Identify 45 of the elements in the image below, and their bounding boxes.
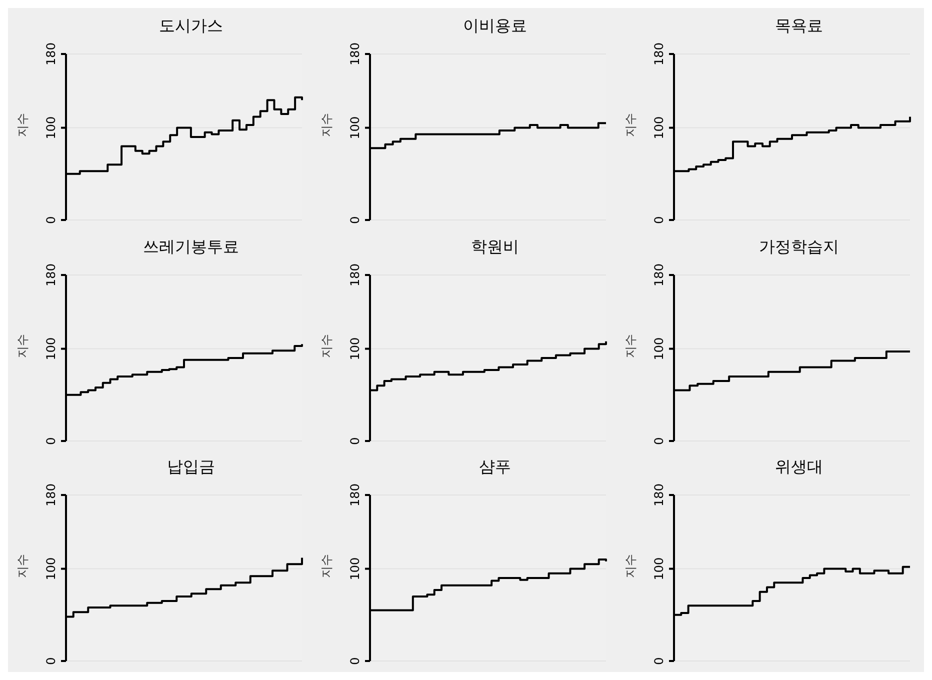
y-axis-title: 지수 — [623, 113, 638, 137]
y-axis-title: 지수 — [15, 554, 30, 578]
y-axis-title: 지수 — [623, 554, 638, 578]
y-axis-title: 지수 — [15, 334, 30, 358]
y-tick-label: 180 — [652, 263, 666, 286]
y-axis-title: 지수 — [15, 113, 30, 137]
y-tick-label: 180 — [348, 263, 362, 286]
y-tick-label: 0 — [44, 436, 58, 444]
y-tick-label: 100 — [652, 116, 666, 140]
chart-title: 도시가스 — [158, 16, 224, 37]
chart-title: 이비용료 — [462, 16, 528, 37]
chart-title: 목욕료 — [774, 16, 824, 37]
y-tick-label: 100 — [44, 558, 58, 581]
y-tick-label: 100 — [348, 116, 362, 140]
y-tick-label: 0 — [652, 436, 666, 444]
chart-title: 학원비 — [470, 236, 520, 258]
y-tick-label: 0 — [44, 216, 58, 224]
y-tick-label: 100 — [348, 558, 362, 581]
y-tick-label: 0 — [348, 658, 362, 666]
chart-title: 위생대 — [774, 457, 824, 478]
y-tick-label: 100 — [348, 336, 362, 360]
chart-title: 가정학습지 — [758, 236, 840, 258]
y-tick-label: 100 — [652, 336, 666, 360]
y-tick-label: 0 — [652, 216, 666, 224]
y-tick-label: 100 — [44, 336, 58, 360]
y-tick-label: 180 — [44, 263, 58, 286]
chart-title: 납입금 — [166, 457, 216, 478]
y-axis-title: 지수 — [319, 554, 334, 578]
y-axis-title: 지수 — [319, 113, 334, 137]
chart-title: 샴푸 — [478, 457, 512, 478]
y-tick-label: 100 — [652, 558, 666, 581]
y-tick-label: 180 — [348, 42, 362, 66]
y-tick-label: 180 — [44, 42, 58, 66]
y-tick-label: 180 — [652, 42, 666, 66]
y-tick-label: 0 — [652, 658, 666, 666]
y-tick-label: 180 — [652, 484, 666, 507]
y-tick-label: 180 — [348, 484, 362, 507]
y-tick-label: 0 — [44, 658, 58, 666]
y-tick-label: 0 — [348, 436, 362, 444]
y-tick-label: 100 — [44, 116, 58, 140]
chart-title: 쓰레기봉투료 — [142, 236, 240, 258]
y-tick-label: 180 — [44, 484, 58, 507]
y-axis-title: 지수 — [623, 334, 638, 358]
y-tick-label: 0 — [348, 216, 362, 224]
y-axis-title: 지수 — [319, 334, 334, 358]
